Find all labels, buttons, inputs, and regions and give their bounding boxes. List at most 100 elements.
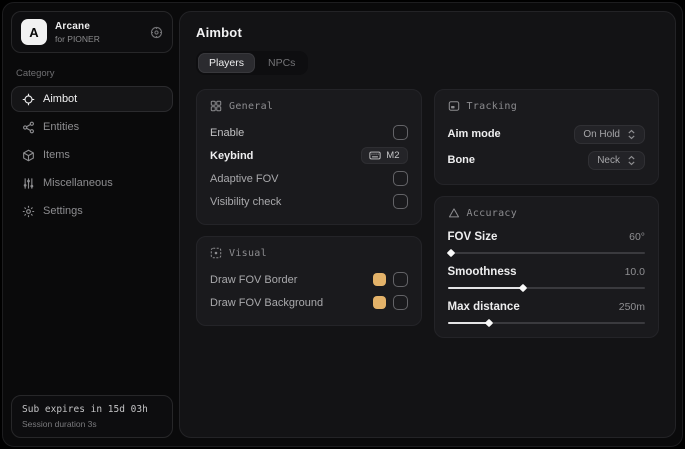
keybind-value: M2: [386, 150, 400, 161]
sidebar-item-label: Entities: [43, 121, 80, 133]
sidebar-item-settings[interactable]: Settings: [11, 198, 173, 224]
bone-row: Bone Neck: [447, 147, 645, 173]
accuracy-icon: [448, 207, 460, 219]
right-column: Tracking Aim mode On Hold: [433, 89, 659, 338]
adaptive-fov-row: Adaptive FOV: [210, 167, 408, 190]
brand-name: Arcane: [55, 20, 91, 32]
aim-mode-row: Aim mode On Hold: [447, 121, 645, 147]
fov-size-slider-fill: [447, 248, 456, 258]
fov-size-group: FOV Size 60°: [447, 228, 646, 258]
smoothness-label: Smoothness: [447, 265, 517, 278]
session-duration-text: Session duration 3s: [22, 419, 97, 429]
chevron-up-down-icon: [627, 129, 636, 140]
general-card-title: General: [229, 100, 274, 112]
draw-fov-background-controls: [372, 295, 408, 310]
tab-bar: Players NPCs: [196, 51, 309, 75]
fov-size-slider-thumb[interactable]: [447, 248, 456, 258]
max-distance-slider[interactable]: [447, 318, 645, 328]
smoothness-slider-fill: [447, 283, 527, 293]
max-distance-value: 250m: [618, 300, 645, 313]
smoothness-slider[interactable]: [447, 283, 645, 293]
cards-grid: General Enable Keybind: [196, 89, 659, 338]
tracking-card: Tracking Aim mode On Hold: [433, 89, 659, 185]
visual-card: Visual Draw FOV Border Draw FOV Backgrou…: [196, 236, 422, 326]
fov-size-slider[interactable]: [447, 248, 645, 258]
entities-icon: [22, 121, 35, 134]
category-label: Category: [16, 68, 55, 79]
chevron-up-down-icon: [627, 155, 636, 166]
tracker-icon: [448, 100, 460, 112]
fov-size-label: FOV Size: [447, 230, 498, 243]
draw-fov-border-row: Draw FOV Border: [210, 268, 408, 291]
bone-select[interactable]: Neck: [588, 150, 645, 170]
visual-icon: [210, 247, 222, 259]
tab-players[interactable]: Players: [198, 53, 256, 73]
category-nav: Aimbot Entities Items: [11, 86, 173, 224]
sidebar-item-label: Miscellaneous: [43, 177, 113, 189]
sidebar: A Arcane for PIONER Category: [11, 11, 173, 438]
brand-subtitle: for PIONER: [55, 33, 100, 44]
adaptive-fov-checkbox[interactable]: [392, 171, 408, 186]
aim-mode-label: Aim mode: [447, 128, 501, 140]
draw-fov-border-checkbox[interactable]: [392, 272, 408, 287]
sidebar-item-entities[interactable]: Entities: [11, 114, 173, 140]
tracking-card-header: Tracking: [448, 100, 646, 112]
smoothness-value: 10.0: [624, 265, 645, 278]
enable-checkbox[interactable]: [392, 125, 408, 140]
visual-card-title: Visual: [229, 247, 267, 259]
fov-size-row: FOV Size 60°: [448, 228, 646, 245]
max-distance-slider-fill: [447, 318, 494, 328]
visibility-check-label: Visibility check: [210, 195, 282, 208]
draw-fov-border-label: Draw FOV Border: [210, 273, 298, 286]
keybind-row: Keybind M2: [210, 144, 408, 167]
sidebar-item-label: Aimbot: [43, 93, 78, 105]
brand-logo: A: [21, 19, 47, 45]
grid-icon: [210, 100, 222, 112]
draw-fov-border-controls: [372, 272, 408, 287]
smoothness-group: Smoothness 10.0: [447, 263, 646, 293]
main-panel: Aimbot Players NPCs General: [179, 11, 676, 438]
keybind-label: Keybind: [210, 149, 254, 162]
gear-badge-icon[interactable]: [150, 26, 163, 39]
visual-card-header: Visual: [210, 247, 408, 259]
gear-icon: [22, 205, 35, 218]
left-column: General Enable Keybind: [196, 89, 422, 326]
accuracy-card-header: Accuracy: [448, 207, 646, 219]
bone-label: Bone: [447, 154, 476, 166]
crosshair-icon: [22, 93, 35, 106]
sidebar-item-aimbot[interactable]: Aimbot: [11, 86, 173, 112]
fov-size-value: 60°: [629, 230, 645, 243]
aim-mode-select[interactable]: On Hold: [574, 124, 645, 144]
adaptive-fov-label: Adaptive FOV: [210, 172, 279, 185]
max-distance-row: Max distance 250m: [448, 298, 646, 315]
tracking-card-title: Tracking: [466, 100, 518, 112]
sidebar-item-miscellaneous[interactable]: Miscellaneous: [11, 170, 173, 196]
draw-fov-background-row: Draw FOV Background: [210, 291, 408, 314]
fov-border-color-swatch[interactable]: [372, 273, 386, 286]
draw-fov-background-label: Draw FOV Background: [210, 296, 324, 309]
sidebar-item-label: Settings: [43, 205, 83, 217]
accuracy-card-title: Accuracy: [466, 207, 518, 219]
max-distance-slider-thumb[interactable]: [484, 318, 494, 328]
sidebar-item-label: Items: [43, 149, 70, 161]
tab-npcs[interactable]: NPCs: [268, 57, 296, 69]
accuracy-card: Accuracy FOV Size 60°: [433, 196, 659, 338]
sidebar-item-items[interactable]: Items: [11, 142, 173, 168]
general-card: General Enable Keybind: [196, 89, 422, 225]
max-distance-group: Max distance 250m: [447, 298, 646, 328]
enable-row: Enable: [210, 121, 408, 144]
general-card-header: General: [210, 100, 408, 112]
keybind-badge[interactable]: M2: [361, 147, 408, 164]
smoothness-row: Smoothness 10.0: [448, 263, 646, 280]
page-title: Aimbot: [196, 25, 242, 40]
sub-expires-text: Sub expires in 15d 03h: [22, 404, 148, 415]
keyboard-icon: [369, 151, 381, 160]
draw-fov-background-checkbox[interactable]: [392, 295, 408, 310]
smoothness-slider-thumb[interactable]: [518, 283, 527, 293]
visibility-check-row: Visibility check: [210, 190, 408, 213]
enable-label: Enable: [210, 126, 245, 139]
max-distance-label: Max distance: [447, 300, 520, 313]
visibility-check-checkbox[interactable]: [392, 194, 408, 209]
fov-background-color-swatch[interactable]: [372, 296, 386, 309]
